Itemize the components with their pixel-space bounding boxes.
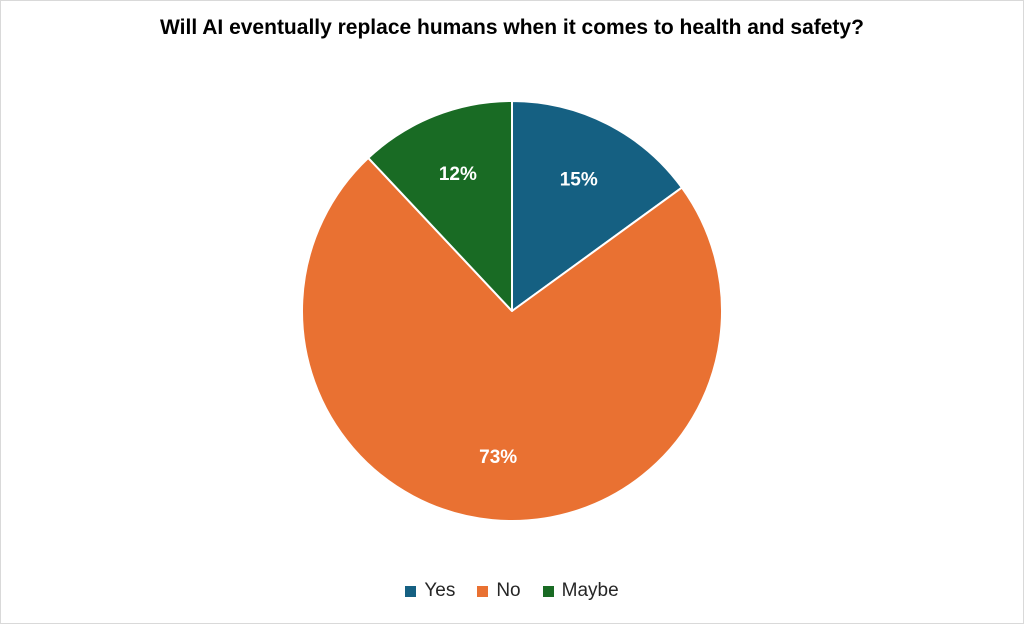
pie-slice-maybe — [367, 100, 513, 312]
legend-label-yes: Yes — [424, 580, 456, 601]
legend-label-maybe: Maybe — [561, 580, 619, 601]
pie-slice-yes — [511, 100, 683, 312]
pie-slice-no — [301, 156, 723, 522]
data-label-yes: 15% — [560, 170, 598, 191]
data-label-no: 73% — [479, 447, 517, 468]
legend: Yes No Maybe — [0, 580, 1024, 602]
data-label-maybe: 12% — [439, 164, 477, 185]
legend-label-no: No — [496, 580, 521, 601]
legend-item-yes: Yes — [405, 580, 455, 602]
legend-swatch-yes — [405, 585, 417, 597]
chart-title: Will AI eventually replace humans when i… — [160, 16, 864, 39]
legend-item-no: No — [477, 580, 521, 602]
legend-swatch-no — [477, 585, 489, 597]
legend-item-maybe: Maybe — [542, 580, 619, 602]
legend-swatch-maybe — [542, 585, 554, 597]
